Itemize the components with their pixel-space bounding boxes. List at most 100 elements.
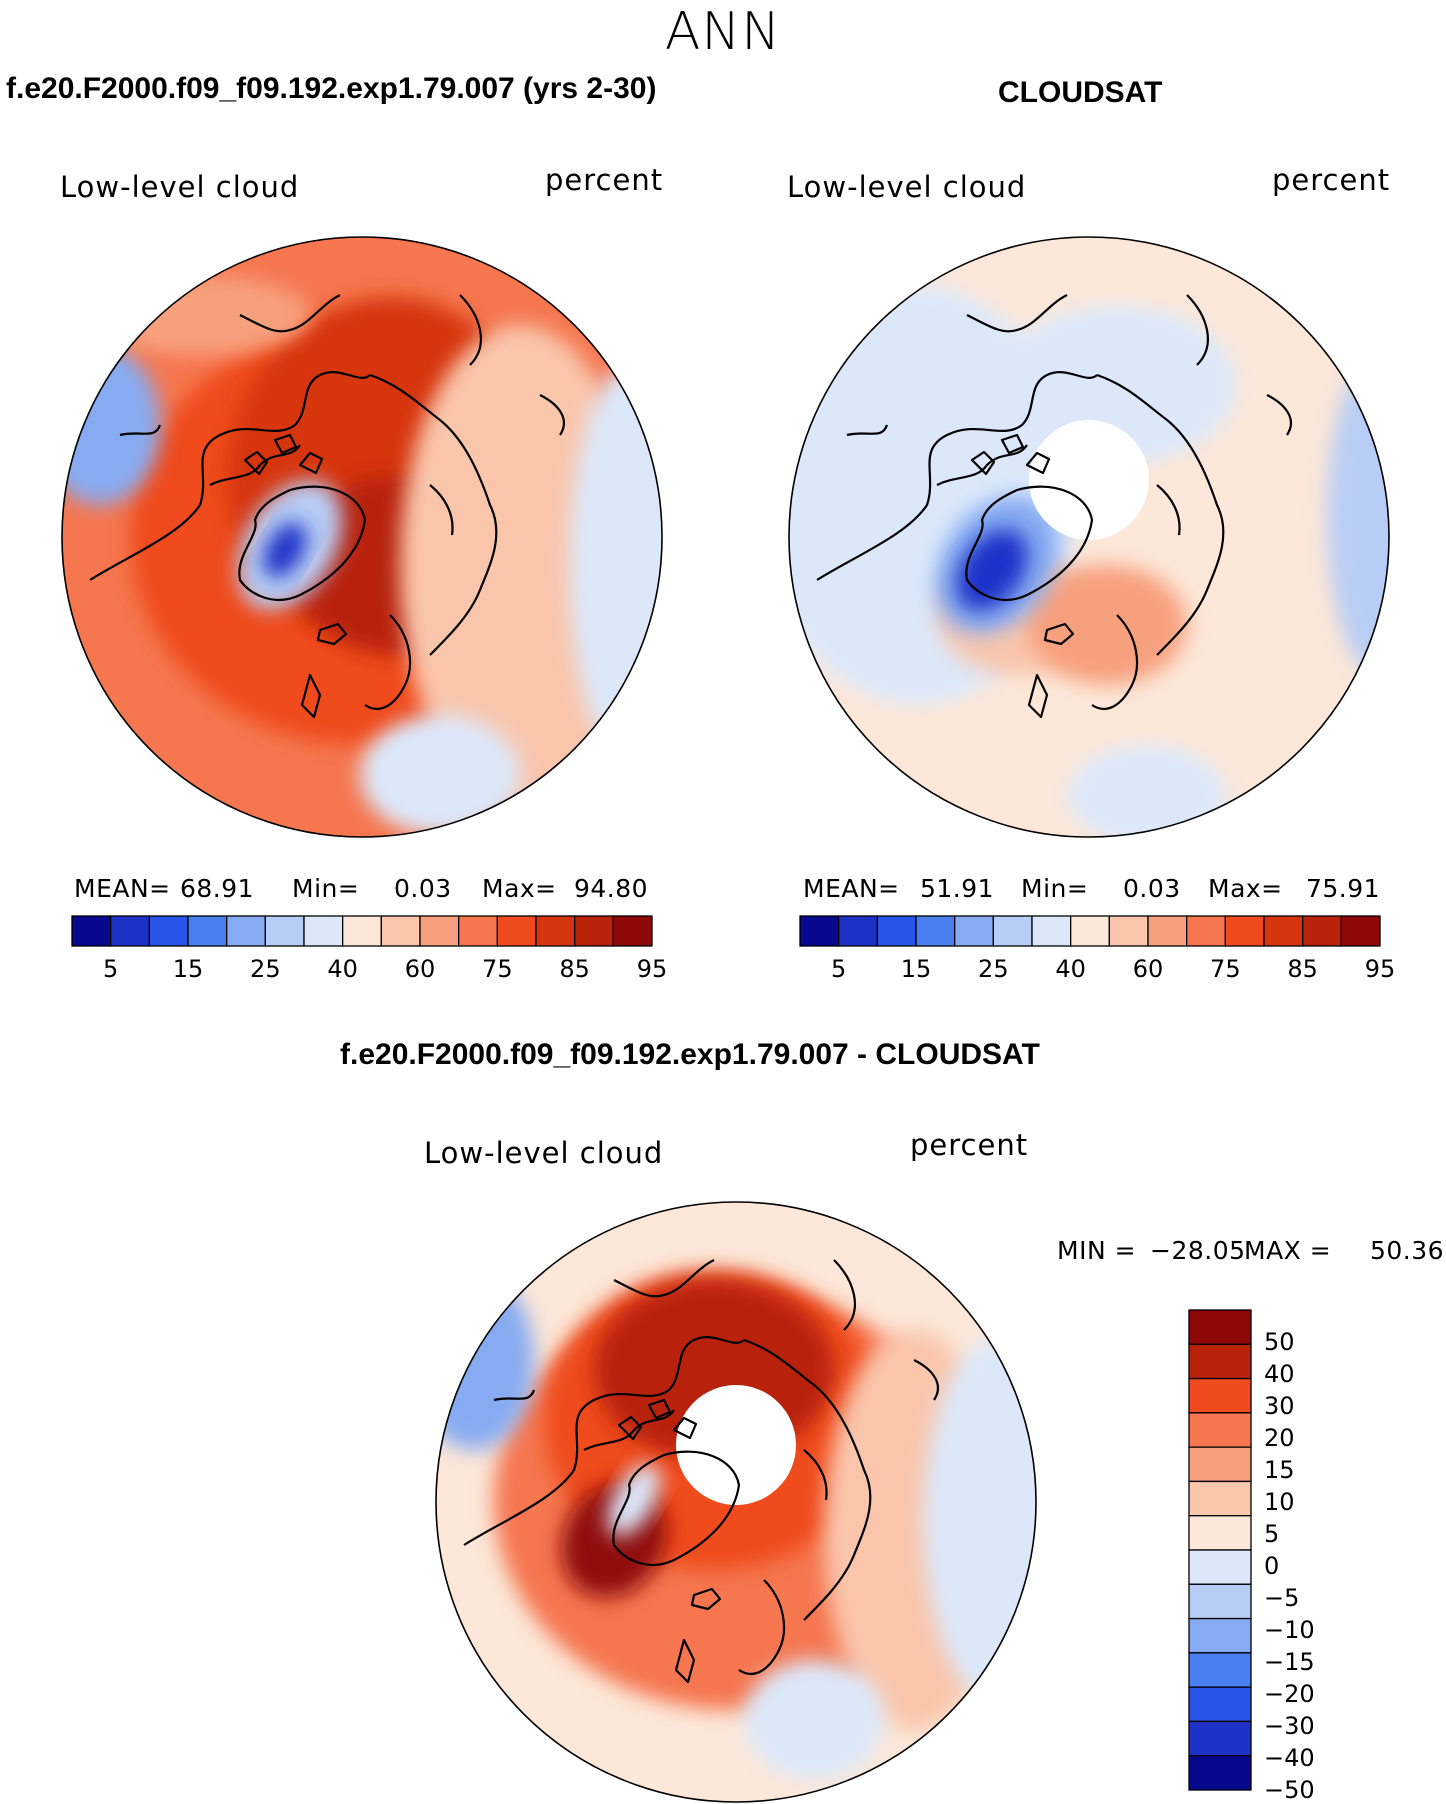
colorbar-box — [1188, 1686, 1252, 1723]
coastline-siberia — [539, 394, 566, 436]
cloud-contour — [924, 1340, 1036, 1700]
cloud-contour — [570, 365, 662, 765]
colorbar-tick-label: 0 — [1264, 1552, 1280, 1580]
model-panel-title: f.e20.F2000.f09_f09.192.exp1.79.007 (yrs… — [6, 72, 657, 105]
cloud-contour — [400, 325, 640, 805]
colorbar-tick-label: 15 — [1264, 1456, 1295, 1484]
model-max-value: 94.80 — [574, 874, 649, 903]
coastline-iceland — [1043, 622, 1075, 646]
colorbar-box — [342, 915, 382, 947]
colorbar-box — [419, 915, 460, 947]
colorbar-box — [110, 915, 150, 947]
colorbar-box — [1031, 915, 1072, 947]
coastline-britain — [300, 673, 322, 719]
cloud-contour — [1027, 565, 1187, 685]
colorbar-box — [1188, 1343, 1252, 1380]
cloud-contour — [360, 715, 520, 835]
model-units-label: percent — [545, 163, 664, 197]
colorbar-box — [1188, 1515, 1252, 1551]
coastline-eurasia — [743, 1338, 872, 1621]
coastline-islands — [243, 433, 324, 476]
cloud-contour — [1327, 355, 1389, 675]
cloud-contour — [744, 1660, 884, 1780]
coastline-siberia — [913, 1359, 940, 1401]
map-rim — [788, 236, 1390, 838]
coastline-archipelago — [209, 444, 301, 486]
colorbar-box — [535, 915, 576, 947]
obs-min-label: Min= — [1021, 874, 1089, 903]
colorbar-box — [1188, 1755, 1252, 1791]
model-colorbar — [71, 915, 653, 947]
coastline-scandinavia — [738, 1579, 786, 1676]
cloud-contour — [956, 529, 1028, 611]
colorbar-box — [1188, 1720, 1252, 1757]
colorbar-tick-label: 60 — [1132, 955, 1164, 983]
coastline-islands — [617, 1398, 698, 1441]
diff-min-value: −28.05 — [1150, 1236, 1246, 1265]
cloud-contour — [263, 522, 307, 578]
colorbar-box — [1188, 1412, 1252, 1448]
coastline-islands — [970, 433, 1051, 476]
obs-colorbar — [799, 915, 1381, 947]
colorbar-tick-label: −10 — [1264, 1616, 1315, 1644]
model-polar-map — [61, 236, 663, 838]
cloud-contour — [607, 1463, 661, 1537]
colorbar-tick-label: 10 — [1264, 1488, 1295, 1516]
model-variable-label: Low-level cloud — [60, 170, 300, 204]
colorbar-tick-label: −30 — [1264, 1712, 1315, 1740]
coastline-hudson-bay — [846, 424, 889, 437]
colorbar-tick-label: −15 — [1264, 1648, 1315, 1676]
diff-panel-title: f.e20.F2000.f09_f09.192.exp1.79.007 - CL… — [340, 1038, 1040, 1071]
colorbar-box — [1070, 915, 1110, 947]
colorbar-box — [303, 915, 344, 947]
coastline-greenland — [238, 485, 367, 601]
colorbar-box — [1188, 1377, 1252, 1414]
colorbar-box — [954, 915, 994, 947]
coastline-hudson-bay — [119, 424, 162, 437]
obs-variable-label: Low-level cloud — [787, 170, 1027, 204]
model-mean-label: MEAN= — [74, 874, 171, 903]
coastline-alaska — [239, 294, 341, 333]
colorbar-tick-label: 5 — [1264, 1520, 1280, 1548]
colorbar-tick-label: 85 — [1287, 955, 1318, 983]
colorbar-tick-label: 95 — [1364, 955, 1396, 983]
colorbar-tick-label: 85 — [559, 955, 590, 983]
coastlines — [89, 294, 566, 719]
colorbar-box — [574, 915, 614, 947]
colorbar-tick-label: 75 — [482, 955, 513, 983]
obs-polar-map — [788, 236, 1390, 838]
coastline-kamchatka — [459, 294, 482, 366]
colorbar-tick-label: 40 — [327, 955, 358, 983]
obs-mean-value: 51.91 — [920, 874, 995, 903]
coastline-britain — [674, 1638, 696, 1684]
coastline-north-america — [463, 1336, 745, 1546]
obs-mean-label: MEAN= — [803, 874, 900, 903]
coastline-alaska — [966, 294, 1068, 333]
model-colorbar-ticks: 5 15 25 40 60 75 85 95 — [72, 955, 667, 985]
colorbar-box — [1302, 915, 1342, 947]
coastlines — [463, 1259, 940, 1684]
colorbar-box — [1108, 915, 1149, 947]
coastline-eurasia — [1096, 373, 1225, 656]
colorbar-tick-label: 75 — [1210, 955, 1241, 983]
colorbar-tick-label: 15 — [900, 955, 932, 983]
model-min-value: 0.03 — [394, 874, 452, 903]
diff-max-value: 50.36 — [1370, 1236, 1445, 1265]
cloud-contour — [90, 275, 310, 355]
colorbar-box — [458, 915, 498, 947]
colorbar-box — [1188, 1617, 1252, 1654]
colorbar-box — [496, 915, 537, 947]
map-rim — [61, 236, 663, 838]
obs-colorbar-ticks: 5 15 25 40 60 75 85 95 — [800, 955, 1395, 985]
coastline-hudson-bay — [493, 1389, 536, 1402]
coastline-novaya-zemlya — [803, 1449, 828, 1501]
coastline-siberia — [1266, 394, 1293, 436]
obs-min-value: 0.03 — [1123, 874, 1181, 903]
coastline-alaska — [613, 1259, 715, 1298]
colorbar-box — [799, 915, 840, 947]
colorbar-tick-label: 95 — [636, 955, 668, 983]
colorbar-box — [380, 915, 421, 947]
diff-max-label: MAX = — [1244, 1236, 1332, 1265]
model-mean-value: 68.91 — [180, 874, 255, 903]
missing-data-hole — [676, 1385, 796, 1505]
